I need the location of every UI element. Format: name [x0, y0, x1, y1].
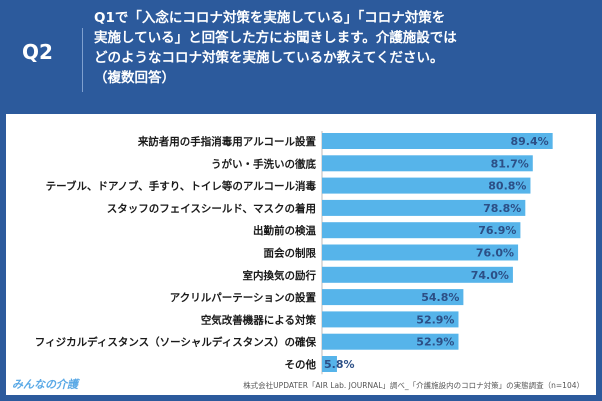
category-label-9: フィジカルディスタンス（ソーシャルディスタンス）の確保	[35, 336, 317, 349]
bar-2	[322, 177, 531, 194]
value-label-4: 76.9%	[478, 224, 516, 237]
category-label-6: 室内換気の励行	[243, 269, 317, 282]
value-label-6: 74.0%	[471, 269, 509, 282]
bar-4	[322, 222, 521, 239]
category-label-2: テーブル、ドアノブ、手すり、トイレ等のアルコール消毒	[46, 180, 317, 193]
question-header: Q2 Q1で「入念にコロナ対策を実施している」「コロナ対策を 実施している」と回…	[0, 0, 602, 114]
bar-5	[322, 244, 519, 261]
bar-8	[322, 311, 459, 328]
category-label-7: アクリルパーテーションの設置	[170, 291, 317, 304]
value-label-7: 54.8%	[421, 291, 459, 304]
bar-7	[322, 289, 464, 306]
bar-9	[322, 333, 459, 350]
bar-6	[322, 266, 513, 283]
value-label-10: 5.8%	[324, 358, 355, 371]
category-label-0: 来訪者用の手指消毒用アルコール設置	[137, 135, 317, 148]
value-label-2: 80.8%	[488, 180, 526, 193]
value-label-3: 78.8%	[483, 202, 521, 215]
bar-1	[322, 155, 533, 172]
category-label-8: 空気改善機器による対策	[201, 313, 317, 326]
category-label-1: うがい・手洗いの徹底	[211, 157, 316, 170]
category-label-4: 出勤前の検温	[253, 224, 316, 237]
question-number: Q2	[22, 40, 53, 64]
value-label-9: 52.9%	[416, 336, 454, 349]
value-label-5: 76.0%	[476, 247, 514, 260]
source-note: 株式会社UPDATER「AIR Lab. JOURNAL」調べ_「介護施設内のコ…	[243, 381, 584, 390]
brand-logo: みんなの介護	[12, 378, 78, 391]
category-label-3: スタッフのフェイスシールド、マスクの着用	[107, 202, 316, 215]
bar-0	[322, 133, 553, 149]
value-label-0: 89.4%	[510, 135, 548, 148]
value-label-1: 81.7%	[491, 157, 529, 170]
category-label-10: その他	[285, 358, 317, 371]
bar-10	[322, 356, 337, 372]
header-divider	[82, 28, 83, 92]
bar-3	[322, 199, 526, 216]
value-label-8: 52.9%	[416, 313, 454, 326]
question-text: Q1で「入念にコロナ対策を実施している」「コロナ対策を 実施している」と回答した…	[94, 10, 457, 86]
category-label-5: 面会の制限	[264, 247, 317, 260]
